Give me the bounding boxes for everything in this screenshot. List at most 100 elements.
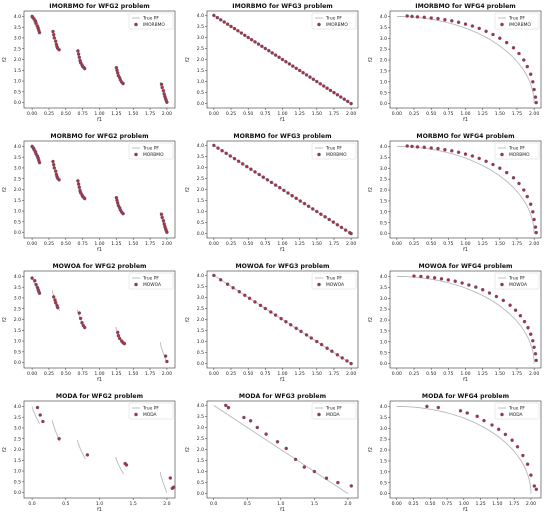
x-tick-label: 1.50: [312, 241, 322, 247]
legend-box: [311, 12, 357, 30]
data-point: [243, 33, 247, 38]
data-point: [168, 476, 173, 480]
data-point: [349, 484, 354, 488]
x-axis-label: f1: [97, 377, 102, 383]
data-point: [534, 487, 539, 492]
x-tick-label: 1.00: [277, 241, 287, 247]
legend-marker-swatch: [317, 152, 321, 157]
data-point: [525, 64, 530, 69]
legend-marker-swatch: [317, 22, 321, 27]
data-point: [216, 146, 220, 150]
data-point: [34, 282, 38, 287]
data-point: [51, 162, 56, 167]
data-point: [159, 82, 164, 87]
data-point: [225, 282, 230, 286]
legend-label-algorithm: MOWOA: [143, 282, 161, 288]
data-point: [531, 80, 535, 84]
data-point: [222, 20, 226, 24]
y-tick-label: 3.5: [14, 415, 21, 421]
y-tick-label: 3.5: [14, 25, 21, 31]
x-axis-label: f1: [463, 117, 468, 123]
y-tick-label: 2.0: [14, 187, 21, 193]
data-point: [287, 62, 292, 66]
y-tick-label: 3.5: [197, 414, 204, 420]
data-point: [412, 274, 416, 278]
data-point: [232, 156, 237, 161]
data-point: [38, 413, 42, 417]
x-tick-label: 0.75: [443, 241, 453, 247]
data-point: [264, 432, 268, 436]
data-point: [215, 15, 220, 20]
y-tick-label: 3.5: [380, 25, 387, 31]
y-tick-label: 3.5: [380, 415, 387, 421]
data-point: [456, 150, 461, 155]
x-tick-label: 1.0: [96, 501, 103, 507]
true-pf-line: [31, 406, 40, 424]
y-tick-label: 1.0: [380, 209, 387, 215]
y-tick-label: 2.0: [197, 447, 204, 453]
x-tick-label: 0.25: [44, 371, 54, 377]
data-point: [306, 204, 311, 209]
legend-label-algorithm: MODA: [326, 412, 340, 418]
x-axis-label: f1: [463, 507, 468, 513]
data-point: [302, 201, 307, 206]
plot-frame: [389, 400, 542, 499]
data-point: [279, 316, 283, 321]
chart-panel-moda-wfg4: MODA for WFG4 problem 0.00 0.25 0.50 0.75 1.0…: [368, 393, 542, 513]
data-point: [161, 219, 166, 223]
y-tick-label: 1.0: [197, 339, 204, 345]
data-point: [480, 287, 485, 292]
x-tick-label: 1.75: [329, 111, 339, 117]
data-point: [534, 100, 538, 105]
data-point: [226, 405, 231, 410]
data-point: [332, 90, 336, 95]
x-tick-label: 0.00: [209, 111, 219, 117]
x-tick-label: 1.50: [495, 241, 505, 247]
y-tick-label: 3.0: [197, 35, 204, 41]
x-tick-label: 1.25: [111, 111, 121, 117]
data-point: [301, 70, 305, 75]
chart-panel-morbmo-wfg2: MORBMO for WFG2 problem 0.00 0.25 0.50 0.75 1…: [2, 133, 176, 253]
data-point: [525, 462, 530, 466]
y-tick-label: 1.0: [14, 339, 21, 345]
legend-box: [311, 142, 357, 160]
data-point: [336, 480, 340, 485]
legend-box: [494, 402, 540, 420]
data-point: [504, 40, 509, 45]
y-tick-label: 1.0: [197, 79, 204, 85]
data-point: [288, 323, 293, 327]
x-tick-label: 0.00: [392, 241, 402, 247]
x-tick-label: 1.50: [312, 111, 322, 117]
x-tick-label: 2.00: [526, 501, 536, 507]
data-point: [491, 32, 495, 37]
x-tick-label: 1.75: [329, 371, 339, 377]
data-point: [450, 19, 454, 23]
legend-label-algorithm: IMORBMO: [509, 22, 531, 28]
y-tick-label: 0.0: [14, 230, 21, 236]
data-point: [52, 36, 57, 40]
data-point: [467, 283, 471, 287]
y-tick-label: 0.5: [197, 220, 204, 226]
data-point: [477, 26, 481, 31]
data-point: [299, 329, 303, 334]
x-tick-label: 1.5: [130, 501, 137, 507]
legend-label-true-pf: True PF: [508, 276, 525, 282]
y-tick-label: 1.5: [197, 328, 204, 334]
y-tick-label: 3.0: [197, 295, 204, 301]
y-tick-label: 3.0: [14, 426, 21, 432]
x-tick-label: 1.25: [295, 371, 305, 377]
x-tick-label: 1.25: [478, 241, 488, 247]
data-point: [76, 49, 80, 53]
data-point: [498, 36, 502, 40]
legend-marker-swatch: [134, 152, 138, 157]
chart-panel-morbmo-wfg4: MORBMO for WFG4 problem 0.00 0.25 0.50 0.75 1…: [368, 133, 542, 253]
x-tick-label: 0.25: [409, 241, 419, 247]
x-tick-label: 1.50: [312, 371, 322, 377]
data-point: [349, 361, 353, 366]
data-point: [115, 201, 120, 205]
y-tick-label: 0.5: [197, 350, 204, 356]
data-point: [218, 278, 223, 282]
legend-label-algorithm: MORBMO: [326, 152, 347, 158]
data-point: [308, 75, 312, 79]
data-point: [253, 300, 257, 304]
